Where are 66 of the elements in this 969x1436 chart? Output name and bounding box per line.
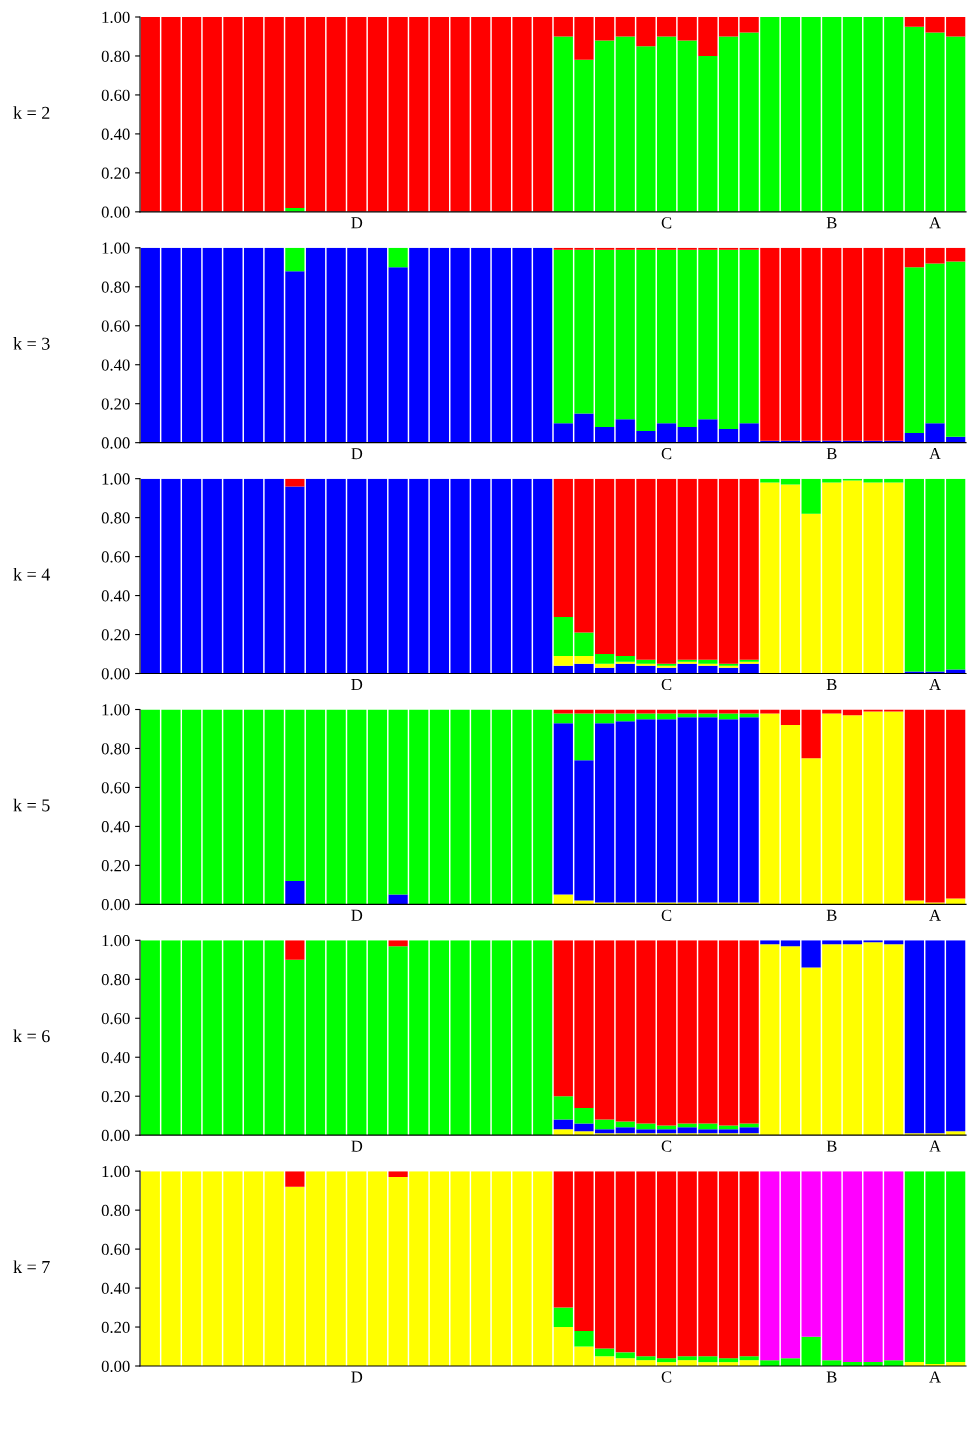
x-tick-label: B bbox=[826, 217, 837, 229]
x-tick-label: B bbox=[826, 1140, 837, 1152]
y-tick-label: 0.80 bbox=[101, 281, 130, 293]
x-tick-label: A bbox=[929, 678, 941, 690]
x-tick-label: A bbox=[929, 909, 941, 921]
y-axis-title: k = 3 bbox=[13, 337, 50, 350]
x-tick-label: A bbox=[929, 1140, 941, 1152]
y-tick-label: 0.20 bbox=[101, 629, 130, 641]
y-tick-label: 0.20 bbox=[101, 398, 130, 410]
y-tick-label: 0.60 bbox=[101, 551, 130, 563]
y-tick-label: 1.00 bbox=[102, 704, 130, 716]
y-tick-label: 0.60 bbox=[101, 320, 130, 332]
y-tick-label: 0.40 bbox=[101, 821, 130, 833]
y-tick-label: 0.20 bbox=[101, 1321, 130, 1334]
x-tick-label: C bbox=[661, 909, 672, 921]
x-tick-label: A bbox=[929, 448, 941, 460]
x-tick-label: D bbox=[351, 1140, 363, 1152]
y-axis-title: k = 6 bbox=[13, 1029, 50, 1043]
y-tick-label: 0.40 bbox=[101, 1051, 130, 1064]
y-tick-label: 0.40 bbox=[101, 590, 130, 602]
y-tick-label: 0.40 bbox=[101, 128, 130, 140]
y-tick-label: 0.20 bbox=[101, 860, 130, 872]
y-tick-label: 0.60 bbox=[101, 1243, 130, 1256]
y-tick-label: 0.00 bbox=[101, 1360, 130, 1373]
y-axis-title: k = 2 bbox=[13, 106, 50, 119]
y-tick-label: 0.20 bbox=[101, 167, 130, 179]
x-tick-label: C bbox=[661, 678, 672, 691]
y-tick-label: 0.60 bbox=[101, 782, 130, 794]
y-tick-label: 0.00 bbox=[101, 668, 130, 680]
y-axis-title: k = 4 bbox=[13, 567, 51, 581]
x-tick-label: D bbox=[351, 679, 363, 690]
y-tick-label: 0.80 bbox=[101, 512, 130, 524]
y-tick-label: 1.00 bbox=[102, 935, 130, 947]
y-tick-label: 0.80 bbox=[101, 1204, 130, 1217]
y-tick-label: 0.60 bbox=[101, 89, 130, 101]
x-tick-label: C bbox=[661, 1140, 672, 1152]
y-tick-label: 0.60 bbox=[101, 1012, 130, 1025]
y-tick-label: 0.00 bbox=[101, 437, 130, 449]
y-tick-label: 0.40 bbox=[101, 359, 130, 371]
y-tick-label: 0.80 bbox=[101, 50, 130, 62]
y-tick-label: 0.40 bbox=[101, 1282, 130, 1295]
x-tick-label: C bbox=[661, 1371, 672, 1383]
y-axis-title: k = 5 bbox=[13, 798, 50, 812]
y-tick-label: 0.80 bbox=[101, 743, 130, 755]
y-axis-title: k = 7 bbox=[13, 1260, 50, 1273]
x-tick-label: B bbox=[826, 448, 837, 460]
x-tick-label: D bbox=[351, 448, 363, 460]
x-tick-label: D bbox=[351, 217, 363, 229]
x-tick-label: B bbox=[826, 1371, 837, 1383]
x-tick-label: B bbox=[826, 909, 837, 921]
y-tick-label: 1.00 bbox=[102, 1165, 130, 1178]
y-tick-label: 0.00 bbox=[101, 899, 130, 911]
y-tick-label: 0.20 bbox=[101, 1090, 130, 1103]
x-tick-label: D bbox=[351, 1371, 363, 1383]
y-tick-label: 0.80 bbox=[101, 974, 130, 986]
x-tick-label: A bbox=[929, 1371, 941, 1383]
x-tick-label: A bbox=[929, 217, 941, 229]
x-tick-label: D bbox=[351, 909, 363, 921]
y-tick-label: 1.00 bbox=[102, 473, 130, 485]
x-tick-label: B bbox=[826, 679, 837, 690]
y-tick-label: 1.00 bbox=[102, 242, 130, 254]
y-tick-label: 1.00 bbox=[102, 11, 130, 24]
y-tick-label: 0.00 bbox=[101, 206, 130, 218]
y-tick-label: 0.00 bbox=[101, 1129, 130, 1142]
x-tick-label: C bbox=[661, 217, 672, 229]
x-tick-label: C bbox=[661, 448, 672, 460]
